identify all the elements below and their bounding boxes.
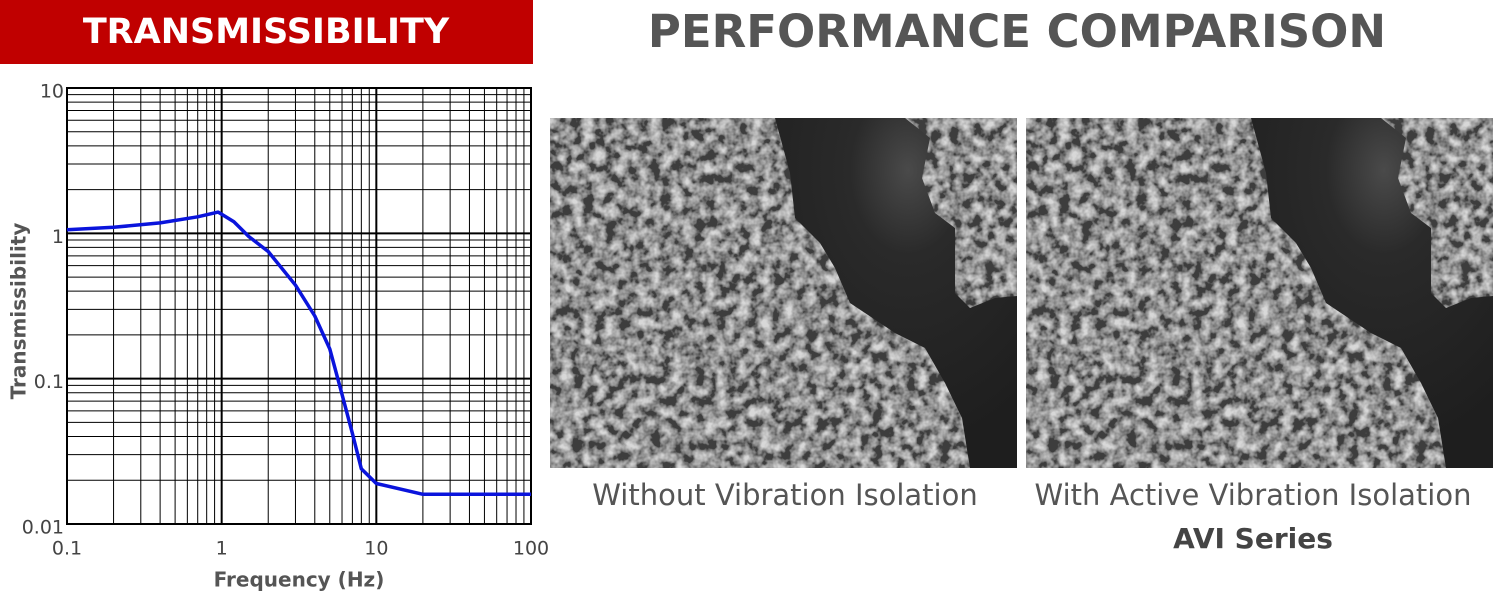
x-tick-label: 10 — [364, 538, 388, 560]
y-axis-label: Transmissibility — [7, 223, 31, 400]
subcaption: AVI Series — [1173, 522, 1333, 555]
data-line — [66, 210, 531, 497]
banner-title: TRANSMISSIBILITY — [83, 12, 450, 52]
x-tick-label: 1 — [216, 538, 228, 560]
x-tick-label: 0.1 — [52, 538, 82, 560]
y-tick-label: 10 — [40, 81, 64, 103]
y-tick-label: 0.1 — [34, 371, 64, 393]
banner — [0, 0, 533, 64]
plot-frame — [66, 87, 532, 525]
caption: Without Vibration Isolation — [592, 478, 977, 512]
y-tick-label: 0.01 — [22, 517, 64, 539]
caption: With Active Vibration Isolation — [1035, 478, 1472, 512]
x-tick-label: 100 — [513, 538, 549, 560]
micrograph-with — [1026, 118, 1493, 468]
micrograph-without — [550, 118, 1017, 468]
y-tick-label: 1 — [52, 226, 64, 248]
x-axis-label: Frequency (Hz) — [214, 568, 385, 592]
comparison-title: PERFORMANCE COMPARISON — [648, 5, 1386, 58]
